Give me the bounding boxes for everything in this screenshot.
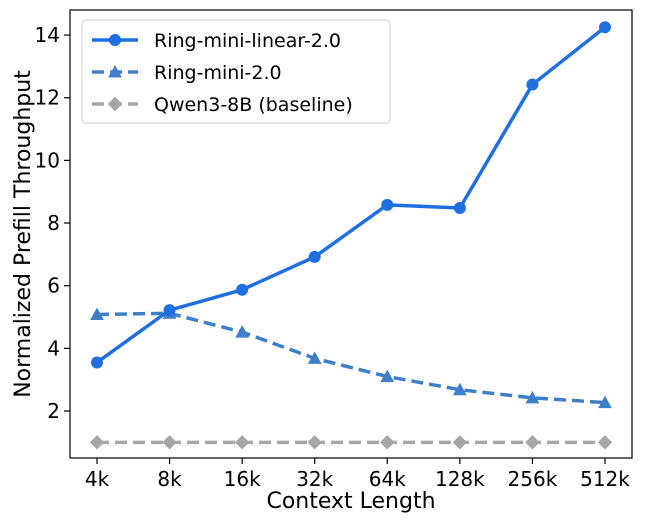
legend-item-2: Qwen3-8B (baseline)	[92, 94, 353, 116]
legend-item-0: Ring-mini-linear-2.0	[92, 30, 341, 52]
series-0-point-3	[308, 250, 321, 263]
series-line	[96, 311, 606, 405]
series-2-point-1	[162, 435, 177, 450]
series-0	[91, 21, 611, 369]
y-tick-label: 14	[35, 23, 60, 47]
legend-swatch-marker	[107, 96, 123, 112]
series-0-point-4	[381, 198, 394, 211]
y-tick-label: 8	[47, 211, 60, 235]
series-2-point-7	[597, 435, 613, 450]
legend-item-1: Ring-mini-2.0	[92, 62, 282, 84]
legend-swatch-marker	[109, 34, 121, 46]
series-0-point-7	[599, 21, 611, 34]
y-tick-label: 10	[35, 148, 60, 172]
series-1-point-5	[452, 382, 467, 396]
plot-marks	[89, 21, 613, 450]
y-tick-label: 4	[47, 336, 60, 360]
series-0-point-5	[453, 201, 466, 214]
series-2-point-0	[89, 435, 105, 450]
y-tick-label: 12	[35, 86, 60, 110]
x-tick-label: 8k	[157, 467, 182, 491]
y-axis-label: Normalized Prefill Throughput	[11, 70, 36, 398]
series-2	[89, 435, 613, 450]
legend-label: Ring-mini-linear-2.0	[154, 30, 341, 52]
series-1-point-4	[380, 369, 395, 383]
series-1-point-6	[525, 390, 540, 404]
x-tick-label: 16k	[224, 467, 261, 491]
x-tick-label: 512k	[580, 467, 630, 491]
series-1-point-7	[598, 395, 612, 409]
series-0-point-0	[91, 356, 103, 369]
legend-box	[81, 19, 391, 124]
series-2-point-5	[452, 435, 468, 450]
axes: 4k 8k 16k 32k 64k 128k 256k 512k 2 4 6 8 10 12 14	[35, 9, 633, 491]
series-0-point-6	[526, 78, 539, 91]
x-tick-label: 4k	[85, 467, 110, 491]
x-tick-label: 128k	[435, 467, 485, 491]
series-2-point-6	[525, 435, 540, 450]
plot-frame	[69, 9, 633, 459]
series-0-point-1	[163, 304, 176, 317]
y-tick-label: 2	[47, 399, 60, 423]
legend-label: Ring-mini-2.0	[154, 62, 282, 84]
series-2-point-2	[234, 435, 250, 450]
x-tick-label: 256k	[508, 467, 558, 491]
series-1-point-3	[307, 351, 322, 364]
legend-swatch-marker	[108, 65, 122, 78]
series-2-point-4	[380, 435, 395, 450]
x-tick-label: 32k	[296, 467, 333, 491]
y-tick-label: 6	[47, 274, 60, 298]
series-2-point-3	[307, 435, 322, 450]
series-0-point-2	[236, 283, 249, 296]
legend-label: Qwen3-8B (baseline)	[154, 94, 353, 116]
series-1-point-2	[235, 325, 250, 338]
x-tick-label: 64k	[369, 467, 406, 491]
series-1	[90, 306, 612, 409]
legend: Ring-mini-linear-2.0 Ring-mini-2.0 Qwen3-8…	[81, 19, 391, 124]
x-axis-label: Context Length	[266, 489, 435, 514]
series-line	[95, 25, 607, 364]
series-1-point-0	[90, 307, 104, 321]
